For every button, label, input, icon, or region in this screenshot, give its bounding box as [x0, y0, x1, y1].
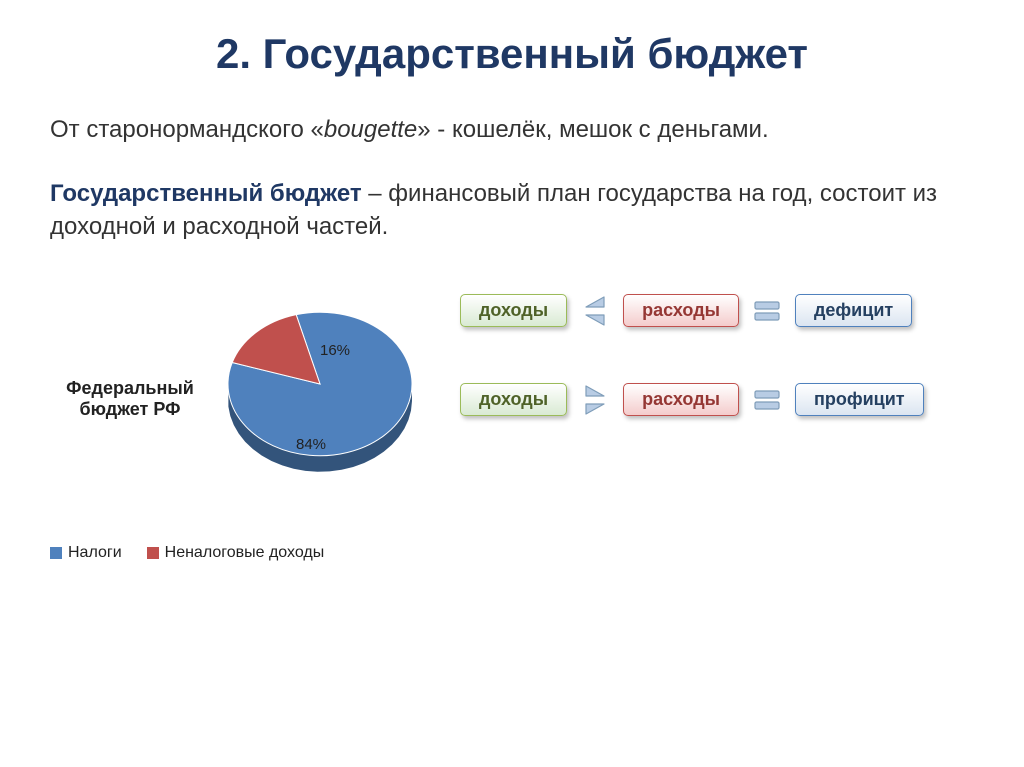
less-than-icon — [577, 294, 613, 328]
pie-slice-label-0: 84% — [296, 436, 326, 453]
pill-result-0: дефицит — [795, 294, 912, 327]
etym-suffix: » - кошелёк, мешок с деньгами. — [417, 116, 768, 143]
legend-text-1: Неналоговые доходы — [165, 544, 325, 562]
greater-than-icon — [577, 383, 613, 417]
row-surplus: доходы расходы профицит — [460, 383, 974, 417]
legend-item-0: Налоги — [50, 544, 122, 562]
pie-region: Федеральный бюджет РФ 16% 84% Налоги Нен… — [50, 284, 430, 562]
etymology-text: От старонормандского «bougette» - кошелё… — [50, 113, 974, 147]
etym-italic: bougette — [324, 116, 417, 143]
pill-result-1: профицит — [795, 383, 924, 416]
pie-legend: Налоги Неналоговые доходы — [50, 544, 430, 562]
legend-swatch-0 — [50, 547, 62, 559]
pie-chart: 16% 84% — [210, 284, 430, 504]
legend-swatch-1 — [147, 547, 159, 559]
page-title: 2. Государственный бюджет — [50, 30, 974, 78]
definition-term: Государственный бюджет — [50, 180, 362, 207]
pie-title: Федеральный бюджет РФ — [50, 378, 210, 420]
legend-text-0: Налоги — [68, 544, 122, 562]
comparison-rows: доходы расходы дефицит доходы — [460, 284, 974, 472]
etym-prefix: От старонормандского « — [50, 116, 324, 143]
pill-expense-1: расходы — [623, 383, 739, 416]
pill-income-1: доходы — [460, 383, 567, 416]
legend-item-1: Неналоговые доходы — [147, 544, 325, 562]
equals-icon-1 — [749, 387, 785, 413]
pill-income-0: доходы — [460, 294, 567, 327]
equals-icon-0 — [749, 298, 785, 324]
pie-slice-label-1: 16% — [320, 342, 350, 359]
pill-expense-0: расходы — [623, 294, 739, 327]
definition-text: Государственный бюджет – финансовый план… — [50, 177, 974, 244]
row-deficit: доходы расходы дефицит — [460, 294, 974, 328]
